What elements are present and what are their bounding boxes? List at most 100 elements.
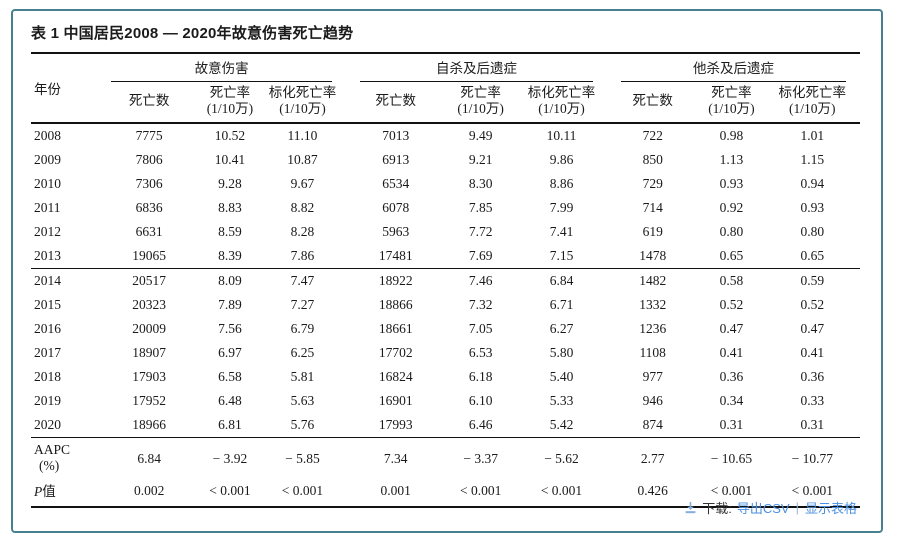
value-cell: 9.28 xyxy=(218,176,242,191)
value-cell: 5963 xyxy=(382,224,410,239)
col-header-std-rate: 标化死亡率 (1/10万) xyxy=(258,82,346,124)
value-cell: 729 xyxy=(642,176,663,191)
value-cell: 0.34 xyxy=(719,393,744,408)
value-cell: 17952 xyxy=(132,393,166,408)
value-cell: 10.87 xyxy=(287,152,318,167)
value-cell: 16901 xyxy=(378,393,413,408)
value-cell: 6.10 xyxy=(468,393,493,408)
export-csv-link[interactable]: 导出CSV xyxy=(736,501,790,516)
value-cell: 0.93 xyxy=(719,176,744,191)
value-cell: 6.97 xyxy=(218,345,242,360)
value-cell: 20323 xyxy=(132,297,166,312)
value-cell: 0.52 xyxy=(719,297,744,312)
value-cell: 18661 xyxy=(378,321,413,336)
value-cell: 6.48 xyxy=(218,393,242,408)
value-cell: 6.46 xyxy=(445,413,516,438)
p-value: 0.001 xyxy=(380,483,411,498)
value-cell: 0.31 xyxy=(764,413,860,438)
value-cell: 7.99 xyxy=(549,200,574,215)
year-cell: 2016 xyxy=(34,321,61,336)
value-cell: 0.92 xyxy=(719,200,744,215)
value-cell: 6.27 xyxy=(549,321,574,336)
col-header-rate: 死亡率 (1/10万) xyxy=(445,82,516,124)
value-cell: 0.36 xyxy=(800,369,825,384)
value-cell: 9.67 xyxy=(290,176,315,191)
table-row: 2019 17952 6.48 5.63 16901 6.10 5.33 946 0.34 0.3… xyxy=(31,389,860,413)
value-cell: 6.58 xyxy=(218,369,242,384)
table-row: 2015 20323 7.89 7.27 18866 7.32 6.71 1332 0.52 0.… xyxy=(31,293,860,317)
link-separator: | xyxy=(795,500,799,515)
value-cell: 7.89 xyxy=(218,297,242,312)
value-cell: 8.86 xyxy=(549,176,574,191)
show-table-link[interactable]: 显示表格 xyxy=(804,501,857,516)
group-header-suicide: 自杀及后遗症 xyxy=(346,53,607,82)
value-cell: 9.49 xyxy=(468,128,493,143)
value-cell: 7.72 xyxy=(468,224,493,239)
value-cell: 946 xyxy=(642,393,663,408)
aapc-value: 7.34 xyxy=(383,451,408,466)
value-cell: 1332 xyxy=(639,297,667,312)
p-value: < 0.001 xyxy=(540,483,583,498)
value-cell: 6.71 xyxy=(549,297,574,312)
value-cell: 0.52 xyxy=(800,297,825,312)
value-cell: 7.56 xyxy=(218,321,242,336)
year-cell: 2013 xyxy=(31,244,98,269)
p-value: < 0.001 xyxy=(459,483,502,498)
value-cell: 0.58 xyxy=(719,273,744,288)
group-header-homicide: 他杀及后遗症 xyxy=(607,53,860,82)
value-cell: 1.13 xyxy=(719,152,744,167)
value-cell: 7806 xyxy=(135,152,163,167)
value-cell: 6631 xyxy=(135,224,163,239)
value-cell: 0.31 xyxy=(698,413,765,438)
value-cell: 1.01 xyxy=(800,128,825,143)
year-cell: 2019 xyxy=(34,393,61,408)
value-cell: 619 xyxy=(642,224,663,239)
value-cell: 19065 xyxy=(97,244,201,269)
value-cell: 9.21 xyxy=(468,152,493,167)
value-cell: 8.83 xyxy=(218,200,242,215)
value-cell: 6534 xyxy=(382,176,410,191)
p-value: 0.002 xyxy=(133,483,165,498)
value-cell: 16824 xyxy=(378,369,413,384)
value-cell: 6078 xyxy=(382,200,410,215)
table-footer: 下载: 导出CSV | 显示表格 xyxy=(684,498,857,517)
value-cell: 10.52 xyxy=(214,128,246,143)
p-value: < 0.001 xyxy=(209,483,251,498)
value-cell: 6.79 xyxy=(290,321,315,336)
value-cell: 977 xyxy=(642,369,663,384)
value-cell: 6836 xyxy=(135,200,163,215)
value-cell: 0.41 xyxy=(800,345,825,360)
aapc-value: − 10.77 xyxy=(791,451,833,466)
value-cell: 5.40 xyxy=(549,369,574,384)
value-cell: 0.41 xyxy=(719,345,744,360)
aapc-value: 6.84 xyxy=(137,451,161,466)
value-cell: 7.15 xyxy=(515,244,608,269)
year-column-header: 年份 xyxy=(31,53,98,124)
value-cell: 0.36 xyxy=(719,369,744,384)
p-value-row: P值 0.002 < 0.001 < 0.001 0.001 < 0.001 <… xyxy=(31,478,860,507)
value-cell: 0.80 xyxy=(800,224,825,239)
value-cell: 18866 xyxy=(378,297,413,312)
year-cell: 2010 xyxy=(34,176,61,191)
value-cell: 8.59 xyxy=(218,224,242,239)
value-cell: 0.98 xyxy=(719,128,744,143)
value-cell: 8.09 xyxy=(218,273,242,288)
value-cell: 18907 xyxy=(132,345,166,360)
value-cell: 0.47 xyxy=(800,321,825,336)
table-row: 2011 6836 8.83 8.82 6078 7.85 7.99 714 0.92 0.93 xyxy=(31,196,860,220)
group-label: 自杀及后遗症 xyxy=(359,57,594,82)
download-label: 下载: xyxy=(702,501,732,516)
value-cell: 7.32 xyxy=(468,297,493,312)
value-cell: 10.41 xyxy=(214,152,246,167)
year-cell: 2018 xyxy=(34,369,61,384)
value-cell: 1236 xyxy=(639,321,667,336)
col-header-std-rate: 标化死亡率 (1/10万) xyxy=(764,82,860,124)
value-cell: 8.30 xyxy=(468,176,493,191)
aapc-label: AAPC (%) xyxy=(34,442,71,473)
value-cell: 0.47 xyxy=(719,321,744,336)
table-row: 2018 17903 6.58 5.81 16824 6.18 5.40 977 0.36 0.3… xyxy=(31,365,860,389)
year-cell: 2020 xyxy=(31,413,98,438)
value-cell: 17702 xyxy=(378,345,413,360)
value-cell: 722 xyxy=(642,128,663,143)
table-row: 2020 18966 6.81 5.76 17993 6.46 5.42 874 0.31 0.3… xyxy=(31,413,860,438)
